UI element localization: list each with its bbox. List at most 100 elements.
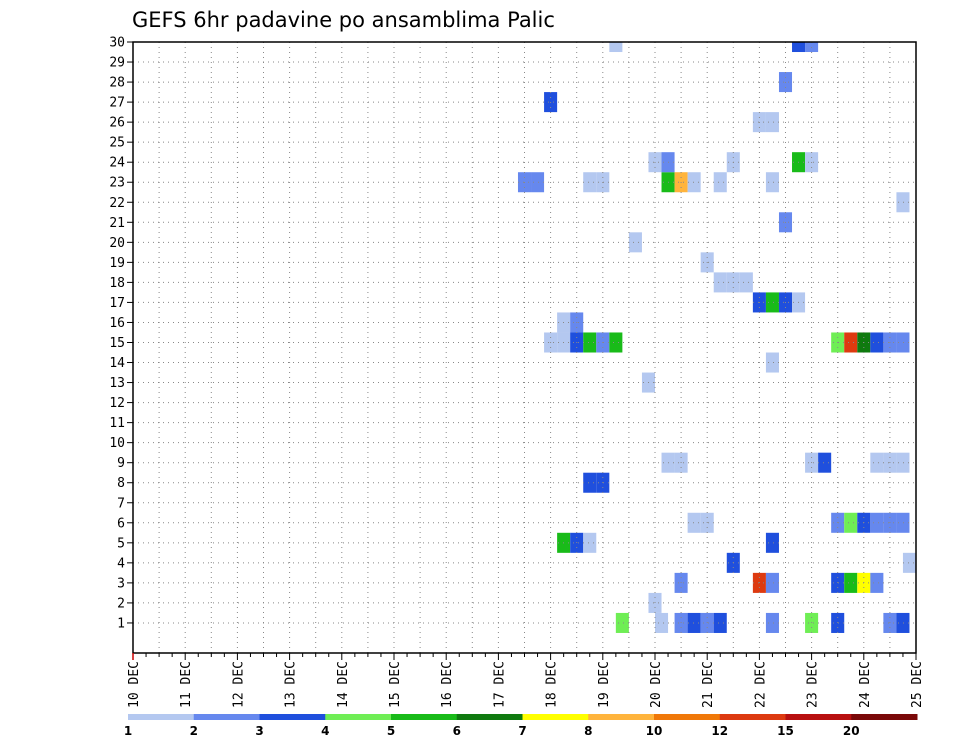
y-tick-label: 4 [117, 556, 125, 571]
legend-swatch [193, 714, 260, 720]
precip-cell [531, 172, 545, 193]
legend-label: 20 [843, 724, 860, 738]
y-tick-label: 12 [109, 396, 125, 411]
precip-cell [844, 332, 858, 353]
legend-swatch [719, 714, 786, 720]
precip-cell [792, 42, 806, 53]
x-tick-label: 19 DEC [597, 661, 612, 708]
precip-cell [844, 572, 858, 593]
legend-label: 3 [255, 724, 263, 738]
x-tick-label: 25 DEC [910, 661, 925, 708]
y-tick-label: 25 [109, 136, 125, 151]
legend-swatch [128, 714, 195, 720]
x-tick-label: 24 DEC [858, 661, 873, 708]
x-tick-label: 12 DEC [231, 661, 246, 708]
legend-swatch [654, 714, 721, 720]
precip-cell [896, 192, 910, 213]
y-tick-label: 18 [109, 276, 125, 291]
precip-cell [765, 532, 779, 553]
legend-label: 4 [321, 724, 329, 738]
precip-cell [655, 612, 669, 633]
precip-cell [628, 232, 642, 253]
y-tick-label: 19 [109, 256, 125, 271]
color-legend: 1 2 3 4 5 6 7 8 10 12 15 20 [124, 714, 918, 738]
precip-cell [870, 332, 884, 353]
precip-cell [687, 512, 701, 533]
axes: 1234567891011121314151617181920212223242… [109, 36, 925, 708]
y-tick-label: 5 [117, 536, 125, 551]
y-tick-label: 21 [109, 216, 125, 231]
y-tick-label: 23 [109, 176, 125, 191]
precip-cell [870, 452, 884, 473]
legend-swatch [325, 714, 392, 720]
legend-swatch [391, 714, 458, 720]
legend-label: 15 [777, 724, 794, 738]
legend-swatch [522, 714, 589, 720]
precip-cell [615, 612, 629, 633]
legend-label: 6 [453, 724, 461, 738]
y-tick-label: 29 [109, 56, 125, 71]
y-tick-label: 1 [117, 616, 125, 631]
y-tick-label: 13 [109, 376, 125, 391]
precip-cell [687, 612, 701, 633]
precip-cells [517, 42, 916, 633]
precip-cell [713, 272, 727, 293]
precip-cell [896, 332, 910, 353]
legend-label: 1 [124, 724, 132, 738]
x-tick-label: 20 DEC [649, 661, 664, 708]
precip-cell [713, 172, 727, 193]
precip-cell [896, 512, 910, 533]
y-tick-label: 7 [117, 496, 125, 511]
precip-cell [583, 332, 597, 353]
x-tick-label: 14 DEC [336, 661, 351, 708]
precip-cell [896, 612, 910, 633]
y-tick-label: 11 [109, 416, 125, 431]
x-tick-label: 15 DEC [388, 661, 403, 708]
precip-cell [902, 552, 916, 573]
precip-cell [844, 512, 858, 533]
precip-cell [765, 172, 779, 193]
precip-cell [870, 572, 884, 593]
y-tick-label: 20 [109, 236, 125, 251]
precip-cell [765, 292, 779, 313]
x-tick-label: 21 DEC [701, 661, 716, 708]
y-tick-label: 17 [109, 296, 125, 311]
y-tick-label: 16 [109, 316, 125, 331]
precip-cell [609, 42, 623, 53]
legend-label: 8 [584, 724, 592, 738]
y-tick-label: 8 [117, 476, 125, 491]
legend-label: 7 [518, 724, 526, 738]
y-tick-label: 2 [117, 596, 125, 611]
legend-swatch [259, 714, 326, 720]
x-tick-label: 11 DEC [179, 661, 194, 708]
y-tick-label: 15 [109, 336, 125, 351]
y-tick-label: 10 [109, 436, 125, 451]
legend-swatch [851, 714, 918, 720]
legend-label: 2 [190, 724, 198, 738]
y-tick-label: 22 [109, 196, 125, 211]
precip-cell [739, 272, 753, 293]
precip-cell [609, 332, 623, 353]
y-tick-label: 26 [109, 116, 125, 131]
x-tick-label: 22 DEC [753, 661, 768, 708]
y-tick-label: 30 [109, 36, 125, 51]
x-tick-label: 10 DEC [127, 661, 142, 708]
precip-cell [687, 172, 701, 193]
legend-label: 12 [711, 724, 728, 738]
precip-cell [583, 532, 597, 553]
precip-cell [896, 452, 910, 473]
x-tick-label: 23 DEC [806, 661, 821, 708]
x-tick-label: 18 DEC [545, 661, 560, 708]
precip-cell [583, 472, 597, 493]
legend-swatch [588, 714, 655, 720]
y-tick-label: 3 [117, 576, 125, 591]
precip-cell [765, 612, 779, 633]
legend-label: 10 [646, 724, 663, 738]
precip-cell [713, 612, 727, 633]
legend-swatch [785, 714, 852, 720]
x-tick-label: 17 DEC [492, 661, 507, 708]
precip-cell [765, 572, 779, 593]
y-tick-label: 9 [117, 456, 125, 471]
x-tick-label: 13 DEC [284, 661, 299, 708]
